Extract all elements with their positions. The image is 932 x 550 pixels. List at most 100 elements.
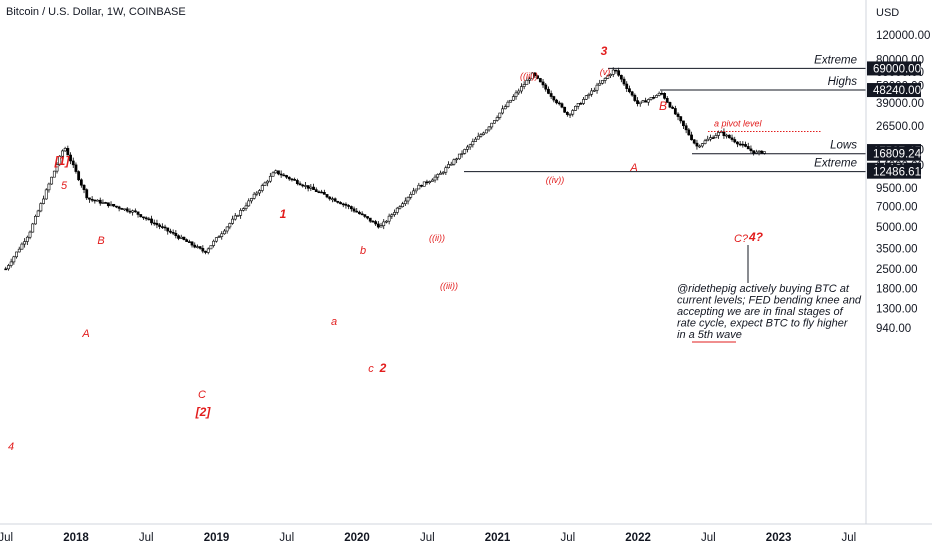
candle-body	[147, 218, 151, 221]
candle-body	[258, 190, 261, 194]
candle-body	[20, 243, 24, 250]
candle-body	[611, 69, 615, 75]
candle-body	[317, 191, 321, 194]
candle-body	[684, 125, 688, 131]
time-axis[interactable]: Jul 2018 Jul 2019 Jul 2020 Jul 2021 Jul 2022 Jul 20…	[0, 523, 932, 544]
time-tick: Jul	[842, 532, 857, 544]
candle-body	[279, 173, 283, 176]
candle-body	[69, 154, 72, 162]
candle-body	[9, 261, 13, 266]
note-line: rate cycle, expect BTC to fly higher	[677, 318, 849, 330]
candle-body	[34, 215, 37, 225]
candle-body	[325, 194, 329, 198]
candle-body	[528, 78, 531, 81]
candle-body	[50, 176, 54, 185]
candle-body	[536, 75, 540, 79]
pivot-label: a pivot level	[714, 118, 763, 128]
price-axis[interactable]: 120000.0080000.0065000.0052000.0039000.0…	[865, 0, 930, 524]
candle-body	[609, 74, 612, 77]
wave-label: a	[331, 316, 337, 328]
price-box	[867, 146, 921, 161]
candle-body	[395, 207, 399, 213]
candle-body	[66, 148, 70, 156]
candle-body	[668, 102, 672, 108]
level-label: Extreme	[814, 54, 857, 66]
candle-body	[25, 236, 29, 242]
candle-body	[314, 189, 318, 193]
candle-body	[533, 72, 537, 76]
candle-body	[565, 111, 569, 115]
time-tick: 2020	[344, 532, 370, 544]
candle-body	[582, 99, 585, 104]
note-line: accepting we are in final stages of	[677, 306, 844, 318]
price-box	[867, 61, 921, 76]
candle-body	[549, 93, 553, 97]
candle-body	[112, 203, 116, 207]
candle-body	[476, 135, 480, 140]
candle-body	[28, 231, 32, 238]
candle-body	[409, 194, 413, 198]
candle-body	[714, 135, 718, 139]
candle-body	[436, 174, 440, 178]
candle-body	[212, 240, 216, 246]
candle-body	[233, 215, 237, 220]
candle-body	[31, 223, 35, 233]
candle-body	[414, 188, 418, 192]
candle-body	[474, 138, 477, 142]
candle-body	[644, 100, 648, 103]
candle-body	[682, 120, 685, 127]
candle-body	[525, 79, 529, 85]
candle-body	[730, 137, 734, 140]
candle-body	[690, 134, 693, 141]
candle-body	[96, 199, 99, 202]
candle-body	[128, 210, 132, 213]
candle-body	[760, 150, 764, 154]
candle-body	[142, 216, 145, 219]
wave-label: C?	[734, 233, 749, 245]
candle-body	[425, 181, 429, 184]
candle-body	[660, 92, 664, 95]
candle-body	[263, 182, 267, 186]
candle-body	[460, 153, 464, 155]
candle-body	[744, 144, 747, 147]
candle-body	[239, 210, 243, 216]
candle-body	[158, 224, 162, 227]
candle-body	[595, 84, 599, 91]
candle-body	[509, 99, 513, 103]
time-tick: Jul	[279, 532, 294, 544]
candle-body	[736, 141, 739, 145]
candle-body	[636, 100, 639, 105]
annotations: Extreme Highs Lows Extreme a pivot level [1] 5…	[8, 44, 866, 453]
candle-body	[544, 84, 548, 90]
candle-body	[722, 131, 726, 137]
wave-label: ((ii))	[429, 233, 445, 243]
time-tick: 2023	[766, 532, 792, 544]
chart-title: Bitcoin / U.S. Dollar, 1W, COINBASE	[6, 6, 186, 18]
candle-body	[36, 210, 40, 217]
candle-body	[703, 140, 707, 144]
candle-body	[449, 163, 453, 166]
candle-body	[196, 246, 199, 248]
candle-body	[206, 248, 210, 253]
candle-body	[333, 198, 337, 202]
candle-body	[352, 208, 356, 212]
candle-body	[428, 181, 432, 183]
candle-body	[177, 235, 180, 239]
candle-body	[412, 190, 415, 195]
candle-body	[457, 153, 461, 160]
candle-body	[673, 108, 677, 115]
price-box-label: 48240.00	[873, 85, 921, 97]
candle-body	[417, 184, 421, 190]
candle-body	[592, 89, 596, 92]
candle-body	[430, 179, 434, 182]
candle-body	[649, 96, 653, 100]
candle-body	[109, 203, 113, 207]
candle-body	[85, 189, 89, 199]
candle-body	[420, 184, 423, 187]
candle-body	[393, 212, 396, 215]
wave-label: ((iv))	[546, 175, 565, 185]
candle-body	[614, 69, 618, 72]
wave-label: ((iii))	[520, 71, 538, 81]
candle-body	[4, 268, 8, 271]
